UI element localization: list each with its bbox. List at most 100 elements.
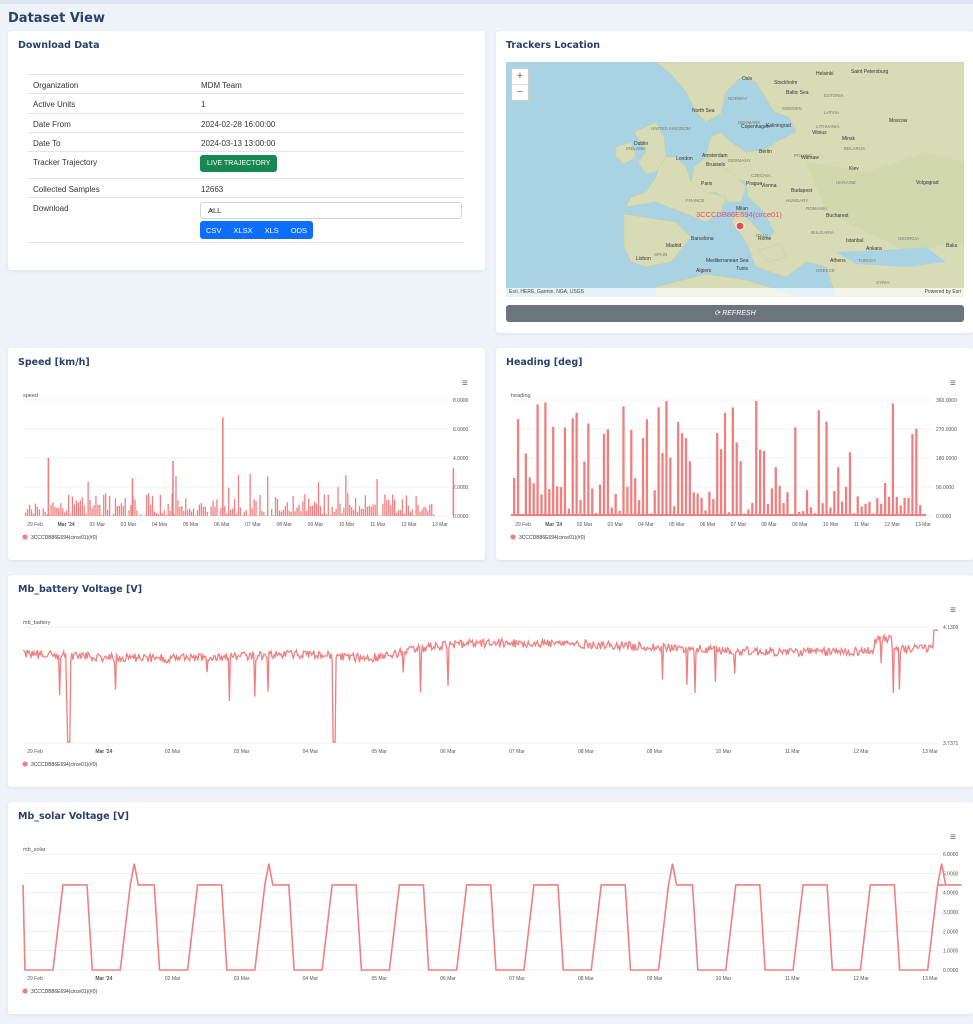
y-tick-label: 0.0000 [943,968,959,974]
refresh-button[interactable]: ⟳ REFRESH [506,305,964,322]
y-axis-title: speed [23,393,38,399]
map-place-label: Madrid [666,243,682,249]
map-place-label: Amsterdam [702,153,728,159]
speed-bar [62,508,64,516]
speed-bar [368,505,370,516]
y-tick-label: 1.0000 [943,949,959,955]
speed-bar [148,493,150,516]
download-format-select[interactable]: ALL ⌄ [200,202,462,219]
heading-bar [899,505,902,516]
map-place-label: Berlin [759,149,772,155]
heading-bar [513,477,516,516]
x-tick-label: 07 Mar [509,976,525,982]
heading-bar [680,433,684,516]
zoom-in-button[interactable]: + [512,69,528,85]
map-place-label: HUNGARY [786,198,808,203]
table-bottom-border [28,242,464,244]
map-place-labels: Oslo Stockholm Helsinki Saint Petersburg NOR… [626,69,958,285]
heading-bar [919,505,922,516]
map-view[interactable]: Oslo Stockholm Helsinki Saint Petersburg NOR… [506,62,964,297]
y-tick-label: 3.7371 [943,741,959,747]
legend-label[interactable]: 3CCCDB86E694(circe01)(#0) [519,535,585,541]
speed-bar [284,505,286,516]
download-ods-button[interactable]: ODS [290,226,308,235]
live-trajectory-button[interactable]: LIVE TRAJECTORY [200,155,278,172]
download-xls-button[interactable]: XLS [264,226,279,235]
heading-bar [844,486,848,516]
hamburger-menu-icon[interactable]: ≡ [950,605,956,616]
map-card-title: Trackers Location [506,40,601,51]
speed-bar [382,503,384,516]
heading-bar [630,429,633,516]
tracker-marker-icon[interactable] [735,221,745,231]
attribution-right[interactable]: Powered by Esri [924,289,961,295]
download-buttons: CSV XLSX XLS ODS [200,221,314,239]
speed-bar [376,478,378,516]
speed-bar [73,504,76,516]
speed-bar [101,514,103,516]
refresh-label: REFRESH [722,310,756,317]
speed-bar [124,497,126,516]
heading-bar [657,407,660,516]
speed-bar [198,504,201,516]
x-tick-label: 08 Mar [578,749,594,755]
speed-bar [341,513,343,516]
land-area [806,152,964,252]
map-canvas[interactable]: Oslo Stockholm Helsinki Saint Petersburg NOR… [506,62,964,297]
map-place-label: Kaliningrad [766,123,791,129]
heading-bar [911,434,914,516]
info-label: Tracker Trajectory [33,158,98,167]
x-tick-label: 07 Mar [731,522,747,528]
x-tick-label: 06 Mar [440,976,456,982]
x-tick-label: 03 Mar [608,522,624,528]
x-tick-label: Mar '24 [95,749,112,755]
speed-bar [265,514,267,516]
x-tick-label: 29 Feb [27,522,43,528]
speed-bar [288,510,290,516]
speed-bar [263,512,265,516]
page-title: Dataset View [8,11,105,26]
heading-bar [837,467,840,516]
heading-bar [798,511,801,516]
download-csv-button[interactable]: CSV [206,226,222,235]
download-xlsx-button[interactable]: XLSX [233,226,253,235]
map-place-label: Bucharest [826,213,849,219]
map-place-label: Milan [736,206,748,212]
heading-bar [848,452,852,516]
hamburger-menu-icon[interactable]: ≡ [462,378,468,389]
legend-label[interactable]: 3CCCDB86E694(circe01)(#0) [31,989,97,995]
heading-bar [555,486,559,516]
speed-bar [343,507,345,516]
map-place-label: Oslo [742,76,753,82]
speed-bar [331,506,333,516]
heading-bar [563,427,567,516]
info-value: 1 [201,100,206,109]
speed-bar [87,482,89,516]
download-card-title: Download Data [18,40,100,51]
speed-bar [138,515,140,516]
heading-bar [524,453,528,516]
speed-bar [91,507,93,516]
heading-bar [778,485,781,516]
heading-bar [606,429,610,516]
speed-bar [370,506,372,516]
map-place-label: NORWAY [728,96,748,101]
speed-bar [347,493,349,516]
speed-bar [300,511,302,516]
x-tick-label: 02 Mar [90,522,106,528]
hamburger-menu-icon[interactable]: ≡ [950,832,956,843]
speed-bar [192,508,195,516]
info-value: MDM Team [201,81,242,90]
speed-bar [306,510,308,516]
x-tick-label: 13 Mar [432,522,448,528]
x-tick-label: 02 Mar [165,749,181,755]
heading-bar [712,498,715,516]
x-tick-label: 05 Mar [371,976,387,982]
legend-label[interactable]: 3CCCDB86E694(circe01)(#0) [31,762,97,768]
zoom-out-button[interactable]: − [516,86,524,98]
speed-bar [395,512,398,516]
speed-bar [419,511,421,516]
hamburger-menu-icon[interactable]: ≡ [950,378,956,389]
speed-bar [271,509,273,516]
legend-label[interactable]: 3CCCDB86E694(circe01)(#0) [31,535,97,541]
